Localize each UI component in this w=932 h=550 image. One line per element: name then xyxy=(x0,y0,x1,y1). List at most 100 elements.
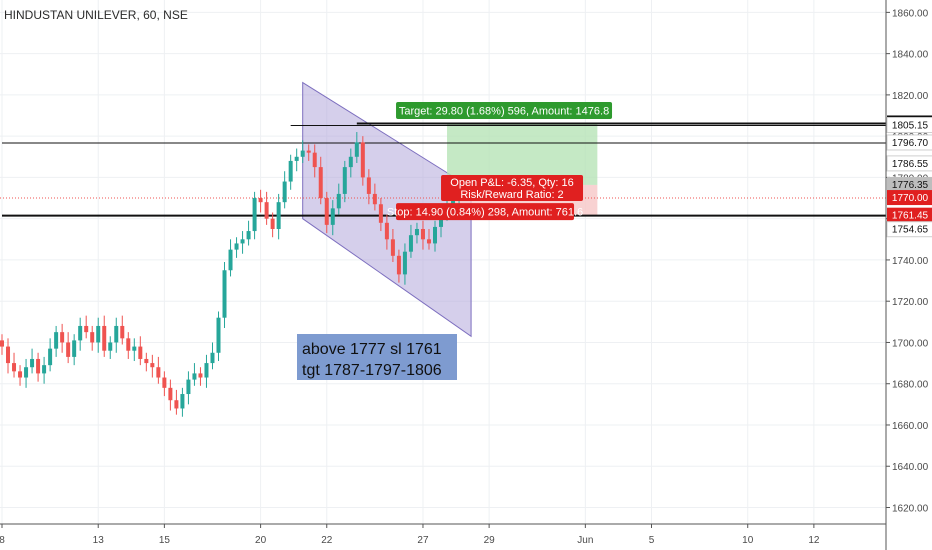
x-tick-label-4: 22 xyxy=(321,535,333,546)
pnl-label: Open P&L: -6.35, Qty: 16 xyxy=(450,177,574,189)
candle-body-30 xyxy=(180,394,185,409)
candle-body-16 xyxy=(96,325,101,343)
candle-body-58 xyxy=(348,156,353,168)
price-tag-1: 1805.15 xyxy=(892,121,929,132)
candle-body-19 xyxy=(114,325,119,343)
candle-body-26 xyxy=(156,367,161,378)
x-tick-label-10: 12 xyxy=(808,535,820,546)
candle-body-64 xyxy=(384,222,389,240)
x-tick-label-5: 27 xyxy=(417,535,429,546)
price-tag-box-1 xyxy=(886,117,932,134)
candle-body-12 xyxy=(72,340,77,357)
candle-body-21 xyxy=(126,338,131,351)
y-tick-label-10: 1820.00 xyxy=(892,91,929,102)
x-tick-label-1: 13 xyxy=(93,535,105,546)
candle-body-44 xyxy=(264,202,269,219)
candle-body-52 xyxy=(312,152,317,168)
candle-body-2 xyxy=(12,363,17,372)
candle-body-25 xyxy=(150,363,155,368)
candle-body-53 xyxy=(318,167,323,199)
candle-body-6 xyxy=(36,358,41,374)
candle-body-63 xyxy=(378,204,383,223)
y-tick-label-2: 1660.00 xyxy=(892,421,929,432)
pnl-label-box xyxy=(441,174,584,201)
y-tick-label-11: 1840.00 xyxy=(892,50,929,61)
price-tag-3: 1786.55 xyxy=(892,159,929,170)
candle-body-41 xyxy=(246,231,251,240)
candle-body-39 xyxy=(234,243,239,250)
candle-body-67 xyxy=(402,251,407,275)
y-tick-label-0: 1620.00 xyxy=(892,503,929,514)
candle-body-3 xyxy=(18,371,23,378)
candle-body-70 xyxy=(420,228,425,240)
candle-body-36 xyxy=(216,317,221,353)
candle-body-47 xyxy=(282,181,287,203)
descending-channel xyxy=(302,81,472,338)
candle-body-31 xyxy=(186,379,191,395)
candle-body-57 xyxy=(342,167,347,194)
candle-body-59 xyxy=(354,142,359,157)
candle-body-72 xyxy=(433,226,437,244)
x-tick-label-0: 8 xyxy=(0,535,5,546)
candle-body-62 xyxy=(372,193,377,205)
price-axis-bg xyxy=(886,0,932,550)
stop-label: Stop: 14.90 (0.84%) 298, Amount: 761.6 xyxy=(387,207,583,219)
x-tick-label-6: 29 xyxy=(484,535,496,546)
price-tag-box-4 xyxy=(887,176,932,192)
candle-body-71 xyxy=(426,239,431,244)
symbol-label: HINDUSTAN UNILEVER, 60, NSE xyxy=(4,8,188,22)
candle-body-11 xyxy=(66,342,71,357)
candle-body-48 xyxy=(288,160,293,182)
y-tick-label-1: 1640.00 xyxy=(892,462,929,473)
note-line-2: tgt 1787-1797-1806 xyxy=(302,362,442,379)
candle-body-32 xyxy=(192,373,197,380)
candle-body-33 xyxy=(198,373,203,378)
candle-body-56 xyxy=(336,193,341,209)
candle-body-54 xyxy=(324,198,329,225)
candle-body-20 xyxy=(120,325,125,339)
candle-body-65 xyxy=(390,239,395,256)
note-line-1: above 1777 sl 1761 xyxy=(302,341,442,358)
candle-body-28 xyxy=(168,387,173,401)
x-tick-label-3: 20 xyxy=(255,535,267,546)
price-tag-2: 1796.70 xyxy=(892,138,929,149)
x-tick-label-2: 15 xyxy=(159,535,171,546)
profit-zone xyxy=(447,123,598,185)
candle-body-45 xyxy=(270,218,275,229)
y-tick-label-4: 1700.00 xyxy=(892,338,929,349)
candle-body-18 xyxy=(108,342,113,351)
price-tag-6: 1761.45 xyxy=(892,211,929,222)
candle-body-46 xyxy=(276,202,281,229)
x-tick-label-7: Jun xyxy=(577,535,593,546)
candle-body-9 xyxy=(54,332,59,349)
candle-body-73 xyxy=(439,214,444,227)
target-label-box xyxy=(396,101,613,119)
candle-body-1 xyxy=(6,346,11,364)
y-tick-label-5: 1720.00 xyxy=(892,297,929,308)
candle-body-27 xyxy=(162,377,167,388)
price-tag-box-7 xyxy=(886,221,932,238)
price-tag-5: 1770.00 xyxy=(892,193,929,204)
candle-body-5 xyxy=(30,358,35,368)
candle-body-38 xyxy=(228,249,233,271)
risk-label: Risk/Reward Ratio: 2 xyxy=(460,189,563,201)
candle-body-13 xyxy=(78,325,83,341)
y-tick-label-6: 1740.00 xyxy=(892,256,929,267)
candle-body-14 xyxy=(84,325,89,333)
price-tag-box-2 xyxy=(886,134,932,151)
price-tag-box-6 xyxy=(887,207,932,223)
stop-label-box xyxy=(396,203,575,221)
candle-body-15 xyxy=(90,332,95,343)
candle-body-69 xyxy=(414,228,419,236)
candle-body-42 xyxy=(252,198,257,232)
price-tag-box-3 xyxy=(886,155,932,172)
candle-body-40 xyxy=(240,239,245,244)
candle-body-35 xyxy=(210,352,215,364)
candle-body-61 xyxy=(366,177,371,194)
candle-body-75 xyxy=(451,198,456,207)
candle-body-51 xyxy=(306,150,311,153)
price-tag-box-5 xyxy=(887,190,932,206)
candle-body-23 xyxy=(138,346,143,359)
candle-body-50 xyxy=(300,150,305,157)
